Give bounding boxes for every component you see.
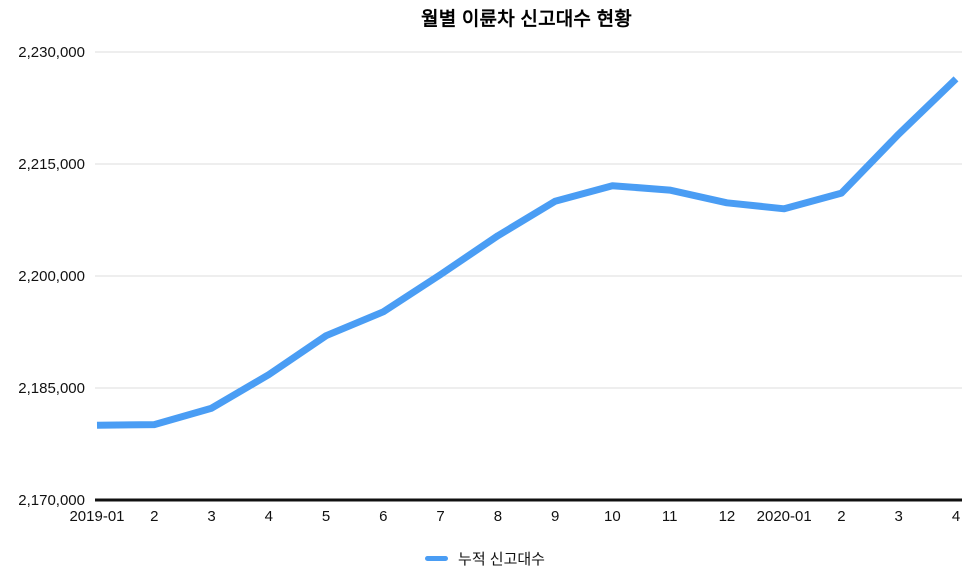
x-axis-tick-label: 4 [952, 508, 960, 525]
x-axis-tick-label: 4 [265, 508, 273, 525]
series-line [96, 76, 959, 429]
y-axis-tick-label: 2,185,000 [18, 380, 85, 397]
x-axis-tick-label: 9 [551, 508, 559, 525]
x-axis-tick-label: 3 [895, 508, 903, 525]
x-axis-tick-label: 2 [150, 508, 158, 525]
x-axis-tick-label: 5 [322, 508, 330, 525]
chart-title: 월별 이륜차 신고대수 현황 [421, 9, 632, 30]
x-axis-tick-label: 2 [837, 508, 845, 525]
x-axis-tick-label: 12 [719, 508, 736, 525]
x-axis-tick-label: 8 [494, 508, 502, 525]
x-axis-tick-label: 11 [662, 508, 678, 525]
x-axis-tick-label: 2020-01 [757, 508, 812, 525]
legend-line-swatch [425, 555, 449, 561]
x-axis-tick-label: 10 [604, 508, 621, 525]
x-axis-tick-label: 7 [436, 508, 444, 525]
y-axis-tick-label: 2,200,000 [18, 268, 85, 285]
x-axis-tick-label: 3 [207, 508, 215, 525]
x-axis-tick-label: 2019-01 [69, 508, 124, 525]
y-axis-tick-label: 2,230,000 [18, 44, 85, 61]
x-axis-tick-label: 6 [379, 508, 387, 525]
legend-label: 누적 신고대수 [458, 550, 545, 568]
legend: 누적 신고대수 [0, 547, 970, 569]
y-axis-tick-label: 2,170,000 [18, 492, 85, 509]
y-axis-tick-label: 2,215,000 [18, 156, 85, 173]
